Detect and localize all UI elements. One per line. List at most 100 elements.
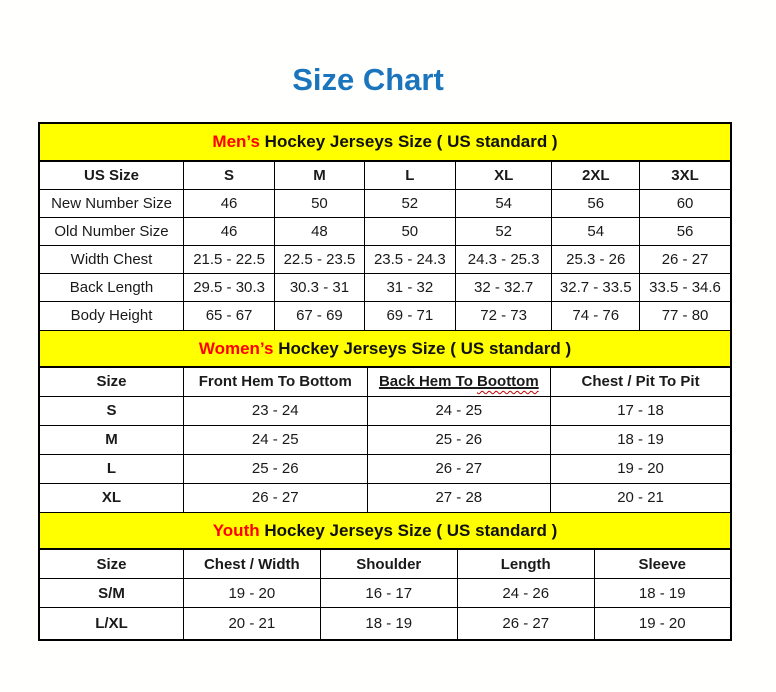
womens-size-table: Size Front Hem To Bottom Back Hem To Boott… [40,366,730,512]
value-cell: 26 - 27 [183,482,368,512]
value-cell: 25 - 26 [183,453,368,484]
data-row: Back Length 29.5 - 30.3 30.3 - 31 31 - 32 32… [40,273,730,302]
value-cell: 52 [454,217,553,246]
data-row: S 23 - 24 24 - 25 17 - 18 [40,395,730,426]
column-header-cell: Shoulder [319,549,458,579]
row-label-cell: XL [40,482,185,512]
value-cell: 32.7 - 33.5 [551,273,641,302]
value-cell: 26 - 27 [366,453,552,484]
value-cell: 18 - 19 [319,607,458,639]
value-cell: 30.3 - 31 [274,273,365,302]
row-label-cell: S [40,395,185,426]
mens-section-header: Men’s Hockey Jerseys Size ( US standard … [40,124,730,161]
mens-header-text: Hockey Jerseys Size ( US standard ) [259,132,558,151]
underlined-header-text: Back Hem To Boottom [378,373,539,390]
mens-highlight-label: Men’s [212,132,260,151]
youth-section-header: Youth Hockey Jerseys Size ( US standard … [40,512,730,549]
data-row: Body Height 65 - 67 67 - 69 69 - 71 72 - 73 7… [40,301,730,330]
youth-highlight-label: Youth [212,521,260,540]
value-cell: 20 - 21 [550,482,730,512]
column-header-cell: Chest / Width [183,549,321,579]
value-cell: 21.5 - 22.5 [183,245,276,274]
row-label-cell: S/M [40,578,185,608]
column-header-cell: Length [456,549,595,579]
value-cell: 50 [274,189,365,218]
column-header-cell: Sleeve [593,549,730,579]
column-header-cell: S [183,161,276,190]
value-cell: 69 - 71 [363,301,456,330]
value-cell: 65 - 67 [183,301,276,330]
row-label-cell: Body Height [40,301,185,330]
data-row: L 25 - 26 26 - 27 19 - 20 [40,453,730,484]
youth-header-text: Hockey Jerseys Size ( US standard ) [259,521,558,540]
header-row: US Size S M L XL 2XL 3XL [40,161,730,190]
header-row: Size Front Hem To Bottom Back Hem To Boott… [40,366,730,397]
youth-section: Youth Hockey Jerseys Size ( US standard … [40,512,730,639]
value-cell: 22.5 - 23.5 [274,245,365,274]
value-cell: 32 - 32.7 [454,273,553,302]
value-cell: 26 - 27 [456,607,595,639]
value-cell: 46 [183,217,276,246]
value-cell: 56 [551,189,641,218]
value-cell: 24.3 - 25.3 [454,245,553,274]
value-cell: 72 - 73 [454,301,553,330]
data-row: S/M 19 - 20 16 - 17 24 - 26 18 - 19 [40,578,730,608]
data-row: Width Chest 21.5 - 22.5 22.5 - 23.5 23.5 - … [40,245,730,274]
value-cell: 24 - 25 [366,395,552,426]
misspelled-word: Boottom [477,373,539,390]
value-cell: 60 [639,189,730,218]
size-chart-container: Men’s Hockey Jerseys Size ( US standard … [38,122,732,641]
value-cell: 19 - 20 [183,578,321,608]
value-cell: 18 - 19 [550,424,730,455]
column-header-cell: XL [454,161,553,190]
value-cell: 48 [274,217,365,246]
row-label-cell: Back Length [40,273,185,302]
page-title: Size Chart [292,62,444,97]
value-cell: 74 - 76 [551,301,641,330]
youth-size-table: Size Chest / Width Shoulder Length Sleeve S/M… [40,549,730,639]
value-cell: 25.3 - 26 [551,245,641,274]
value-cell: 24 - 25 [183,424,368,455]
value-cell: 54 [551,217,641,246]
value-cell: 20 - 21 [183,607,321,639]
value-cell: 23 - 24 [183,395,368,426]
mens-section: Men’s Hockey Jerseys Size ( US standard … [40,124,730,330]
value-cell: 19 - 20 [550,453,730,484]
value-cell: 23.5 - 24.3 [363,245,456,274]
row-label-cell: L [40,453,185,484]
data-row: XL 26 - 27 27 - 28 20 - 21 [40,482,730,512]
row-label-cell: Old Number Size [40,217,185,246]
data-row: L/XL 20 - 21 18 - 19 26 - 27 19 - 20 [40,607,730,639]
data-row: Old Number Size 46 48 50 52 54 56 [40,217,730,246]
data-row: M 24 - 25 25 - 26 18 - 19 [40,424,730,455]
value-cell: 31 - 32 [363,273,456,302]
value-cell: 77 - 80 [639,301,730,330]
row-label-cell: M [40,424,185,455]
column-header-cell: Size [40,366,185,397]
column-header-cell: M [274,161,365,190]
value-cell: 25 - 26 [366,424,552,455]
value-cell: 16 - 17 [319,578,458,608]
value-cell: 29.5 - 30.3 [183,273,276,302]
column-header-cell: Front Hem To Bottom [183,366,368,397]
value-cell: 50 [363,217,456,246]
column-header-cell: Chest / Pit To Pit [550,366,730,397]
value-cell: 18 - 19 [593,578,730,608]
column-header-cell: Size [40,549,185,579]
row-label-cell: Width Chest [40,245,185,274]
womens-section-header: Women’s Hockey Jerseys Size ( US standar… [40,329,730,367]
value-cell: 54 [454,189,553,218]
data-row: New Number Size 46 50 52 54 56 60 [40,189,730,218]
value-cell: 67 - 69 [274,301,365,330]
column-header-cell: 2XL [551,161,641,190]
value-cell: 19 - 20 [593,607,730,639]
womens-header-text: Hockey Jerseys Size ( US standard ) [273,338,572,358]
row-label-cell: New Number Size [40,189,185,218]
value-cell: 56 [639,217,730,246]
value-cell: 17 - 18 [550,395,730,426]
value-cell: 24 - 26 [456,578,595,608]
value-cell: 27 - 28 [366,482,552,512]
value-cell: 33.5 - 34.6 [639,273,730,302]
value-cell: 46 [183,189,276,218]
